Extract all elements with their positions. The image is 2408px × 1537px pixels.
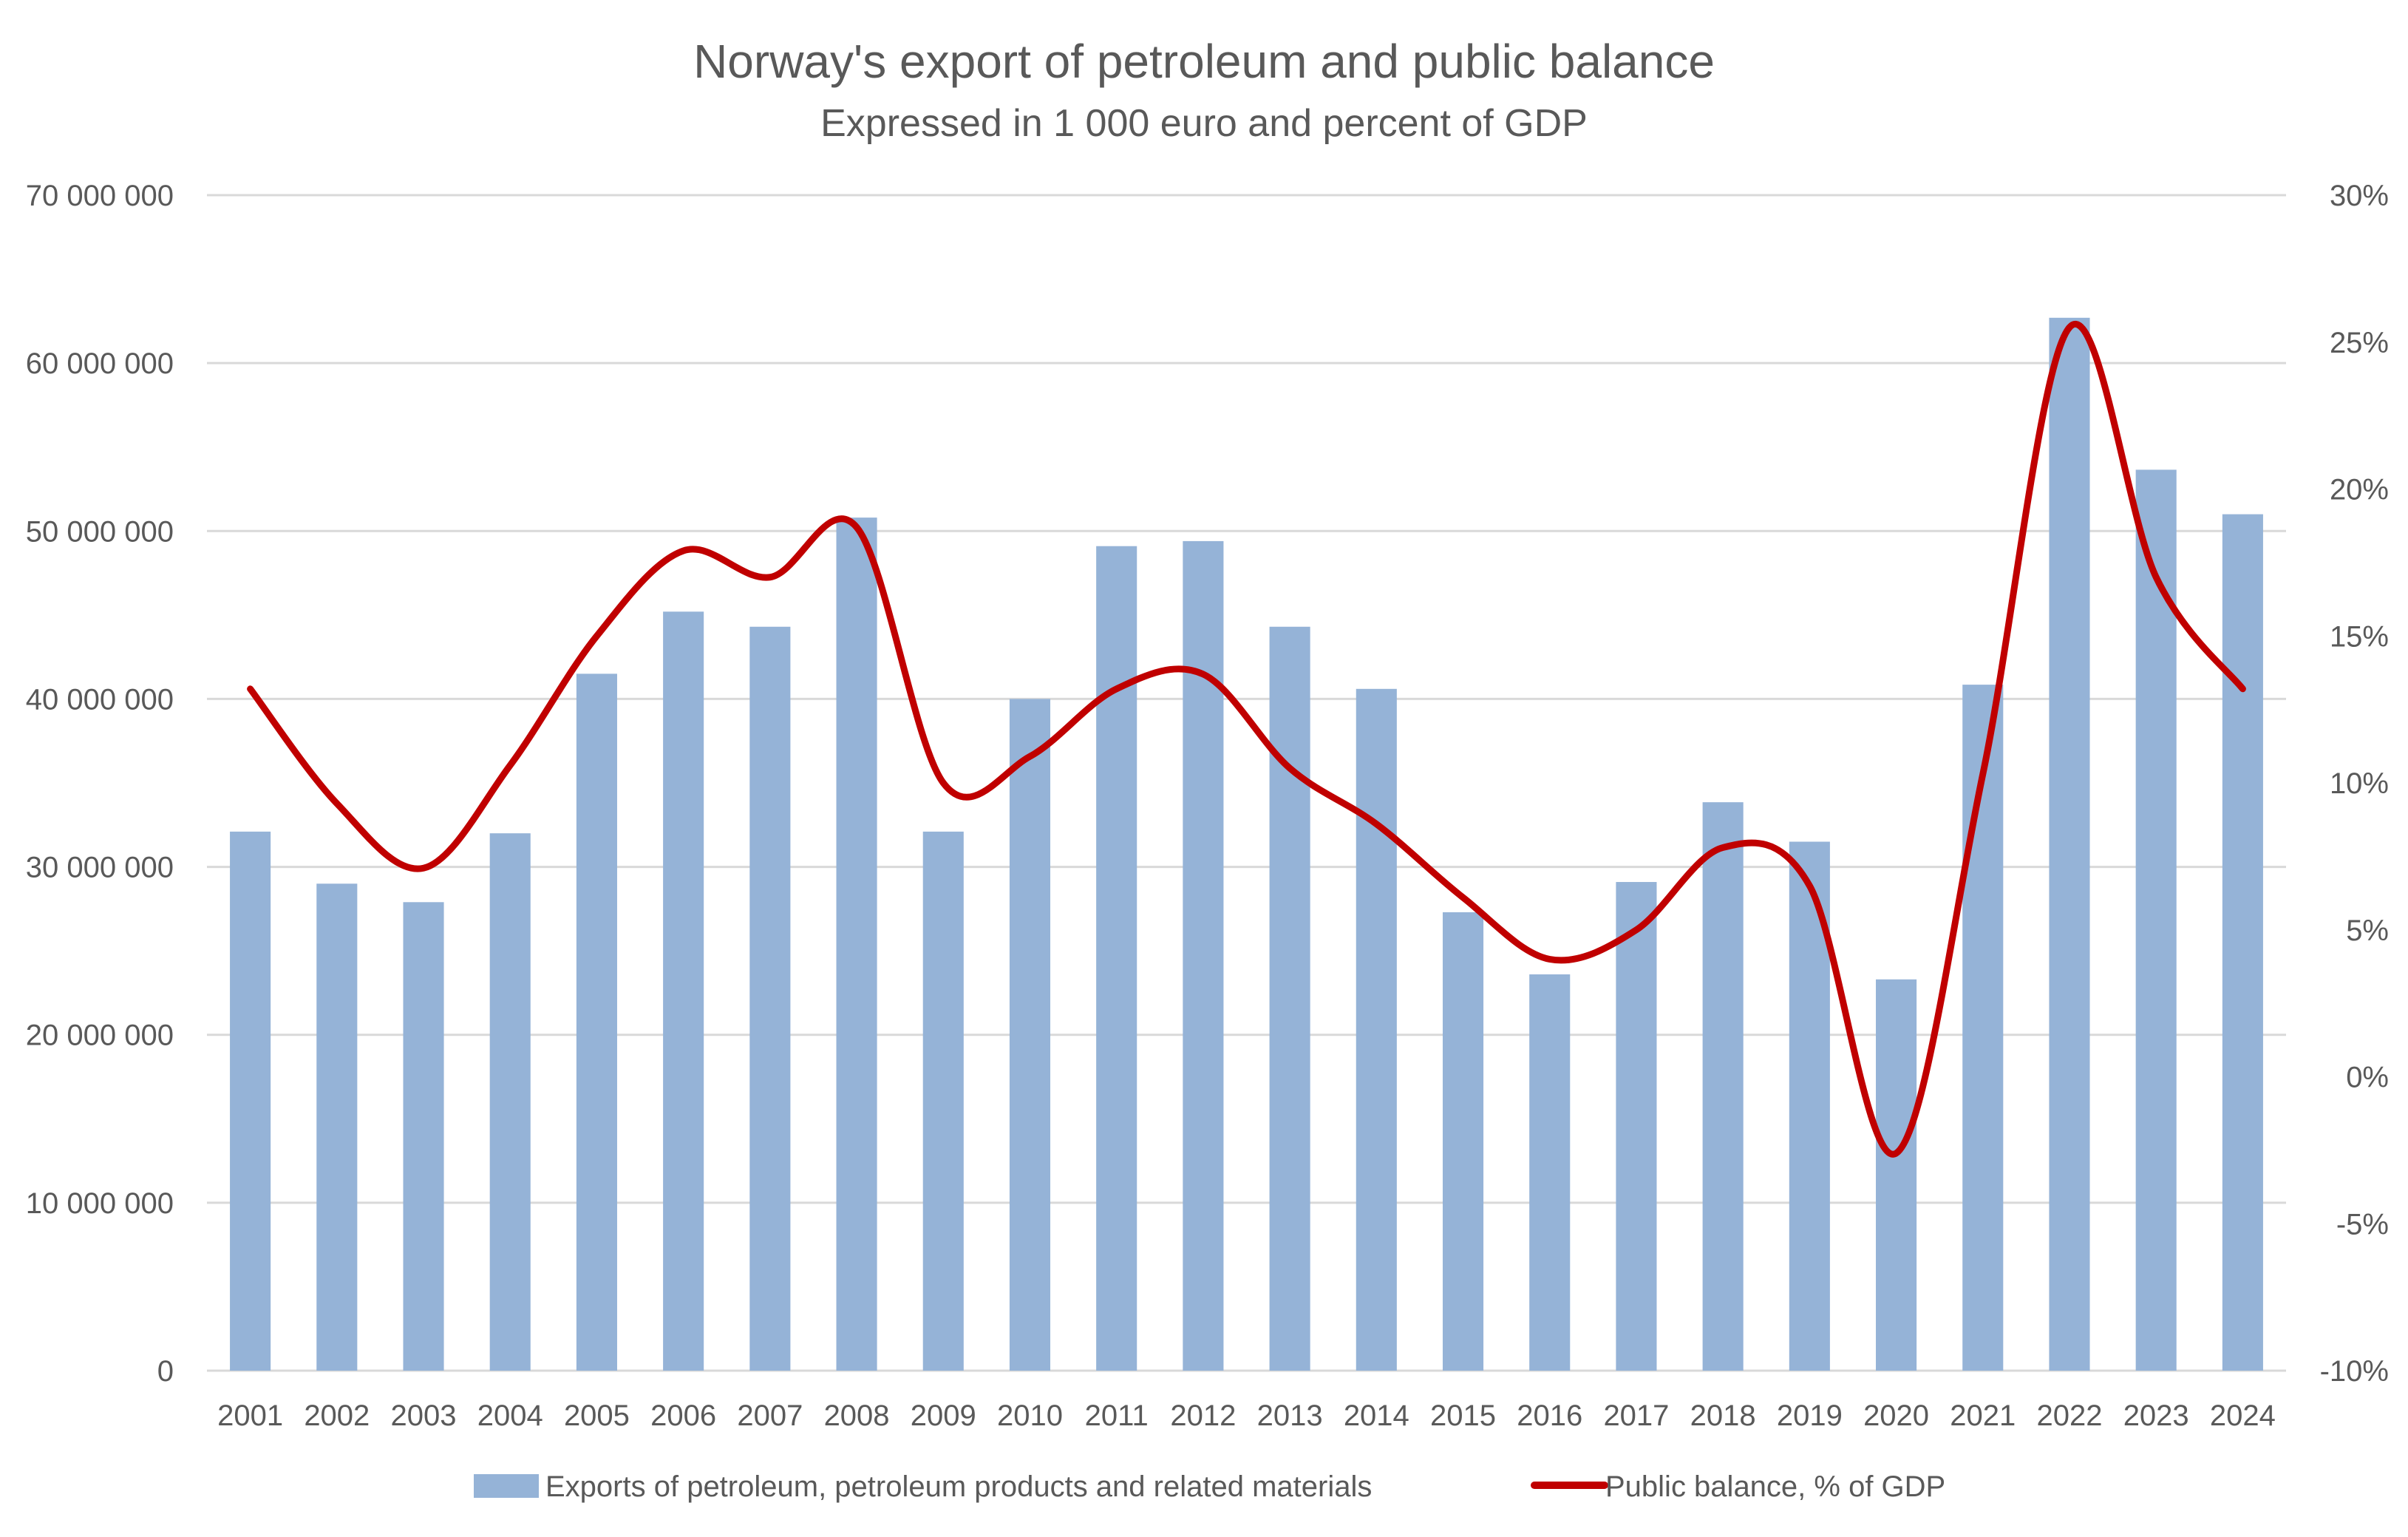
y2-tick-label: 10% bbox=[2330, 767, 2389, 800]
legend-label-balance: Public balance, % of GDP bbox=[1605, 1470, 1945, 1503]
y-tick-label: 30 000 000 bbox=[26, 852, 174, 884]
x-tick-label: 2021 bbox=[1950, 1399, 2016, 1432]
y-tick-label: 40 000 000 bbox=[26, 683, 174, 716]
legend-swatch-exports bbox=[474, 1474, 539, 1498]
x-tick-label: 2007 bbox=[737, 1399, 803, 1432]
y2-tick-label: 20% bbox=[2330, 474, 2389, 506]
y-tick-label: 60 000 000 bbox=[26, 347, 174, 380]
bar-2015 bbox=[1442, 912, 1484, 1371]
y-tick-label: 20 000 000 bbox=[26, 1019, 174, 1052]
y2-tick-label: 15% bbox=[2330, 620, 2389, 653]
legend: Exports of petroleum, petroleum products… bbox=[474, 1470, 1945, 1503]
bar-2007 bbox=[749, 626, 791, 1371]
left-axis: 0 10 000 000 20 000 000 30 000 000 40 000 00… bbox=[26, 180, 174, 1388]
x-tick-label: 2016 bbox=[1517, 1399, 1582, 1432]
x-tick-label: 2011 bbox=[1085, 1399, 1149, 1432]
x-tick-label: 2010 bbox=[997, 1399, 1063, 1432]
x-tick-label: 2001 bbox=[217, 1399, 283, 1432]
y-tick-label: 70 000 000 bbox=[26, 180, 174, 212]
bar-2014 bbox=[1356, 688, 1397, 1371]
x-tick-label: 2002 bbox=[304, 1399, 370, 1432]
line-series bbox=[247, 321, 2246, 1158]
x-tick-label: 2003 bbox=[391, 1399, 457, 1432]
y-tick-label: 50 000 000 bbox=[26, 515, 174, 548]
x-tick-label: 2009 bbox=[911, 1399, 976, 1432]
bar-2022 bbox=[2049, 317, 2090, 1371]
bar-2005 bbox=[576, 674, 617, 1371]
chart-subtitle: Expressed in 1 000 euro and percent of G… bbox=[820, 102, 1588, 145]
bar-2016 bbox=[1529, 974, 1571, 1371]
x-tick-label: 2022 bbox=[2036, 1399, 2102, 1432]
y2-tick-label: -10% bbox=[2320, 1355, 2389, 1388]
y2-tick-label: -5% bbox=[2336, 1208, 2389, 1241]
y2-tick-label: 30% bbox=[2330, 180, 2389, 212]
bar-2003 bbox=[403, 902, 444, 1371]
y2-tick-label: 25% bbox=[2330, 327, 2389, 359]
x-tick-label: 2008 bbox=[824, 1399, 890, 1432]
public-balance-line bbox=[247, 321, 2246, 1158]
bar-2010 bbox=[1009, 699, 1051, 1371]
y2-tick-label: 5% bbox=[2346, 915, 2389, 947]
x-tick-label: 2004 bbox=[477, 1399, 543, 1432]
bar-2004 bbox=[489, 833, 531, 1371]
x-tick-label: 2019 bbox=[1777, 1399, 1843, 1432]
x-tick-label: 2023 bbox=[2123, 1399, 2189, 1432]
bar-2017 bbox=[1616, 882, 1657, 1371]
bar-2006 bbox=[663, 611, 704, 1371]
x-tick-label: 2018 bbox=[1690, 1399, 1756, 1432]
x-tick-label: 2015 bbox=[1430, 1399, 1496, 1432]
bar-2012 bbox=[1183, 540, 1224, 1371]
x-tick-label: 2006 bbox=[650, 1399, 716, 1432]
bar-series bbox=[230, 317, 2263, 1371]
x-tick-label: 2014 bbox=[1344, 1399, 1409, 1432]
bar-2001 bbox=[230, 831, 271, 1371]
bar-2013 bbox=[1269, 626, 1310, 1371]
legend-label-exports: Exports of petroleum, petroleum products… bbox=[545, 1470, 1372, 1503]
y-tick-label: 10 000 000 bbox=[26, 1187, 174, 1220]
y2-tick-label: 0% bbox=[2346, 1062, 2389, 1094]
bar-2018 bbox=[1702, 802, 1744, 1371]
x-tick-label: 2017 bbox=[1603, 1399, 1669, 1432]
x-tick-label: 2012 bbox=[1170, 1399, 1236, 1432]
x-tick-label: 2020 bbox=[1863, 1399, 1929, 1432]
bar-2008 bbox=[836, 518, 877, 1371]
y-tick-label: 0 bbox=[157, 1355, 174, 1388]
x-tick-label: 2005 bbox=[564, 1399, 630, 1432]
bar-2023 bbox=[2135, 469, 2177, 1371]
right-axis: -10% -5% 0% 5% 10% 15% 20% 25% 30% bbox=[2320, 180, 2389, 1388]
chart-title: Norway's export of petroleum and public … bbox=[693, 35, 1715, 88]
bar-2009 bbox=[922, 831, 964, 1371]
bar-2024 bbox=[2222, 514, 2263, 1371]
bar-2020 bbox=[1876, 979, 1917, 1371]
x-tick-label: 2013 bbox=[1257, 1399, 1323, 1432]
bar-2011 bbox=[1096, 546, 1137, 1371]
x-axis: 2001 2002 2003 2004 2005 2006 2007 2008 2009 2010… bbox=[217, 1399, 2276, 1432]
x-tick-label: 2024 bbox=[2210, 1399, 2276, 1432]
bar-2021 bbox=[1962, 685, 2004, 1371]
bar-2002 bbox=[316, 883, 358, 1371]
